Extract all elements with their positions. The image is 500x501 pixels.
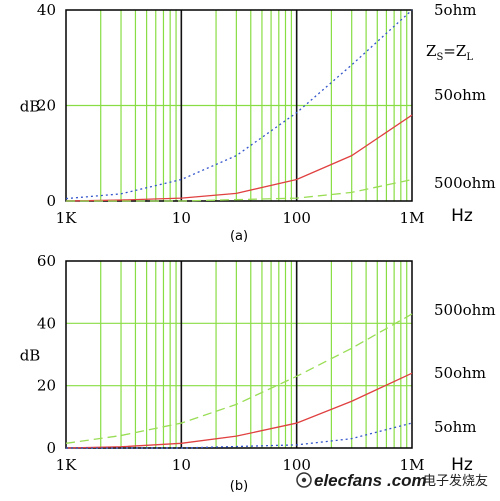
x-tick-label: 1K bbox=[56, 456, 78, 474]
y-tick-label: 40 bbox=[37, 314, 56, 332]
watermark-logo-dot-icon bbox=[301, 477, 307, 483]
watermark-brand: elecfans bbox=[314, 471, 382, 490]
series-label-5ohm: 5ohm bbox=[434, 418, 476, 436]
annotation-sub-l: L bbox=[466, 52, 473, 63]
series-label-5ohm: 5ohm bbox=[434, 1, 476, 19]
series-label-50ohm: 50ohm bbox=[434, 86, 486, 104]
y-tick-label: 0 bbox=[46, 439, 56, 457]
series-line-500ohm bbox=[65, 313, 413, 444]
series-line-50ohm bbox=[65, 372, 413, 449]
x-tick-label: 100 bbox=[282, 209, 311, 227]
x-tick-label: 1M bbox=[400, 209, 425, 227]
annotation-sub-s: S bbox=[436, 52, 443, 63]
watermark-chinese: 电子发烧友 bbox=[423, 473, 488, 488]
y-tick-label: 20 bbox=[37, 97, 56, 115]
plot-frame bbox=[65, 260, 413, 449]
y-tick-label: 0 bbox=[46, 192, 56, 210]
chart-a: 5ohm 50ohm 500ohm 0 20 40 dB 1K 10 100 1M Hz (a) bbox=[20, 1, 496, 244]
watermark-domain: .com bbox=[387, 471, 427, 490]
x-unit-label: Hz bbox=[451, 455, 473, 475]
y-tick-label: 40 bbox=[37, 1, 56, 19]
impedance-annotation: ZS=ZL bbox=[426, 42, 473, 63]
watermark: elecfans .com 电子发烧友 bbox=[296, 471, 488, 490]
x-tick-label: 100 bbox=[282, 456, 311, 474]
series-label-500ohm: 500ohm bbox=[434, 174, 496, 192]
x-tick-label: 1K bbox=[56, 209, 78, 227]
y-axis-label: dB bbox=[20, 98, 41, 116]
series-line-50ohm bbox=[65, 114, 413, 202]
x-tick-label: 10 bbox=[172, 209, 191, 227]
annotation-z2: Z bbox=[456, 42, 466, 60]
annotation-z: Z bbox=[426, 42, 436, 60]
series-label-50ohm: 50ohm bbox=[434, 364, 486, 382]
chart-b: 500ohm 50ohm 5ohm 0 20 40 60 dB 1K 10 100 1M Hz (b) bbox=[20, 252, 496, 494]
series-label-500ohm: 500ohm bbox=[434, 301, 496, 319]
y-axis-label: dB bbox=[20, 347, 41, 365]
series-line-500ohm bbox=[66, 178, 413, 202]
series-line-5ohm bbox=[66, 422, 413, 449]
plot-frame bbox=[65, 9, 413, 202]
annotation-eq: = bbox=[443, 42, 456, 60]
chart-caption: (a) bbox=[230, 229, 248, 244]
y-tick-label: 60 bbox=[37, 252, 56, 270]
x-tick-label: 1M bbox=[400, 456, 425, 474]
x-unit-label: Hz bbox=[451, 206, 473, 226]
x-tick-label: 10 bbox=[172, 456, 191, 474]
watermark-logo-icon bbox=[296, 472, 312, 488]
chart-caption: (b) bbox=[230, 479, 248, 494]
y-tick-label: 20 bbox=[37, 377, 56, 395]
series-line-5ohm bbox=[65, 9, 413, 200]
